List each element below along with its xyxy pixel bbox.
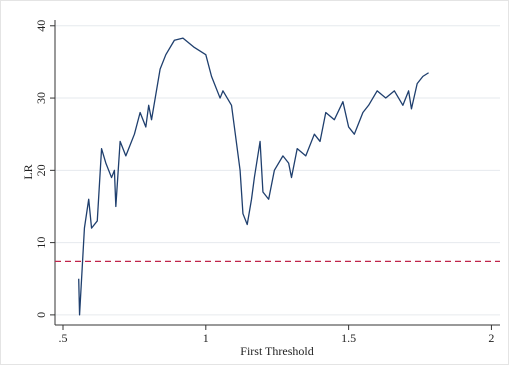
y-tick-label: 40 bbox=[34, 20, 48, 32]
x-axis-label: First Threshold bbox=[240, 344, 313, 358]
y-tick-label: 10 bbox=[34, 237, 48, 249]
x-tick-label: .5 bbox=[58, 331, 67, 345]
y-tick-label: 30 bbox=[34, 92, 48, 104]
x-tick-label: 1 bbox=[203, 331, 209, 345]
y-axis-label: LR bbox=[21, 164, 35, 179]
y-tick-label: 0 bbox=[34, 312, 48, 318]
x-tick-label: 1.5 bbox=[341, 331, 356, 345]
y-tick-label: 20 bbox=[34, 164, 48, 176]
data-line bbox=[78, 37, 429, 316]
x-tick-label: 2 bbox=[488, 331, 494, 345]
